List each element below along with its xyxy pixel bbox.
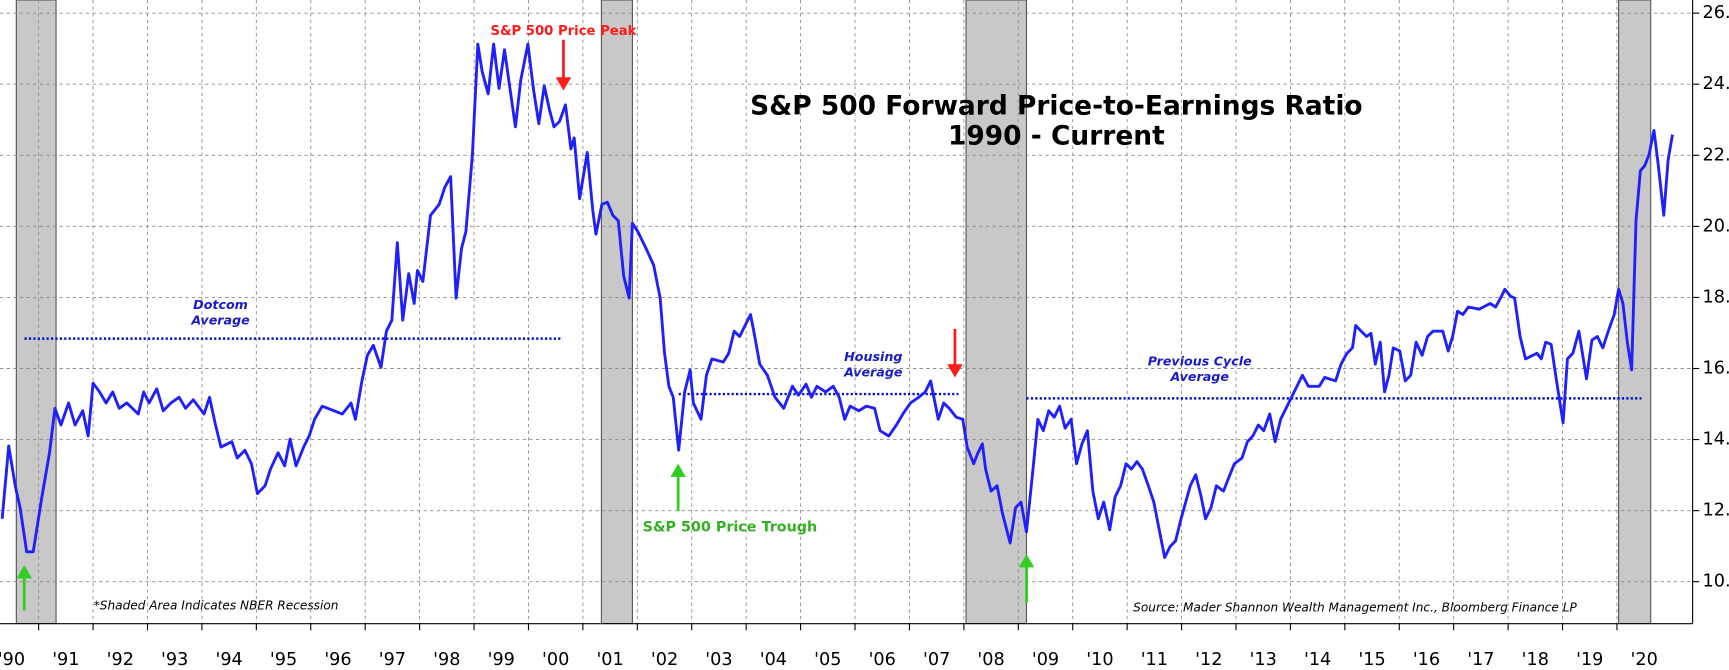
recession-band <box>965 0 1028 624</box>
x-tick-label: '97 <box>379 650 406 670</box>
average-label: Previous Cycle <box>1148 353 1252 368</box>
chart-title: S&P 500 Forward Price-to-Earnings Ratio <box>750 91 1363 122</box>
x-tick-label: '00 <box>542 650 569 670</box>
y-tick-label: 20. <box>1703 216 1729 236</box>
x-tick-label: '01 <box>596 650 623 670</box>
chart-subtitle: 1990 - Current <box>948 120 1165 151</box>
arrows <box>16 39 1035 611</box>
x-tick-label: '99 <box>488 650 515 670</box>
plot-back <box>0 0 1693 624</box>
annotation: S&P 500 Price Peak <box>490 24 637 39</box>
x-tick-label: '18 <box>1522 650 1549 670</box>
x-tick-label: '98 <box>433 650 460 670</box>
x-tick-label: '08 <box>977 650 1004 670</box>
arrow-head <box>670 463 686 477</box>
average-label: Housing <box>844 349 902 364</box>
y-tick-label: 12. <box>1703 501 1729 521</box>
x-tick-label: '12 <box>1195 650 1222 670</box>
average-label: Average <box>190 312 250 327</box>
x-tick-label: '92 <box>107 650 134 670</box>
annotation: *Shaded Area Indicates NBER Recession <box>94 598 339 612</box>
annotation: S&P 500 Price Trough <box>643 520 818 536</box>
x-tick-label: '96 <box>324 650 351 670</box>
x-tick-label: '04 <box>760 650 787 670</box>
x-tick-label: '05 <box>814 650 841 670</box>
arrow-head <box>947 364 963 378</box>
arrow-head <box>555 77 572 91</box>
x-tick-label: '17 <box>1467 650 1494 670</box>
y-tick-label: 24. <box>1703 74 1729 94</box>
y-tick-label: 14. <box>1703 430 1729 450</box>
average-label: Average <box>843 365 903 380</box>
x-tick-label: '03 <box>705 650 732 670</box>
x-tick-label: '06 <box>869 650 896 670</box>
x-tick-label: '16 <box>1413 650 1440 670</box>
recession-band <box>600 0 633 624</box>
x-tick-label: '09 <box>1032 650 1059 670</box>
annotation: Source: Mader Shannon Wealth Management … <box>1133 601 1577 615</box>
x-tick-label: '07 <box>923 650 950 670</box>
average-label: Average <box>1170 369 1230 384</box>
x-tick-label: '11 <box>1141 650 1168 670</box>
pe-line <box>0 42 1674 559</box>
x-tick-label: '19 <box>1576 650 1603 670</box>
x-tick-label: '14 <box>1304 650 1331 670</box>
average-label: Dotcom <box>193 297 248 312</box>
x-tick-label: '13 <box>1250 650 1277 670</box>
y-tick-label: 18. <box>1703 287 1729 307</box>
x-tick-label: '95 <box>270 650 297 670</box>
x-tick-label: '02 <box>651 650 678 670</box>
y-tick-label: 22. <box>1703 145 1729 165</box>
x-tick-label: '93 <box>161 650 188 670</box>
y-tick-label: 16. <box>1703 358 1729 378</box>
arrow-head <box>16 565 32 579</box>
x-tick-label: '20 <box>1631 650 1658 670</box>
x-tick-label: '90 <box>0 650 25 670</box>
y-tick-label: 10. <box>1703 572 1729 592</box>
x-tick-label: '94 <box>215 650 242 670</box>
x-tick-label: '15 <box>1358 650 1385 670</box>
x-tick-label: '91 <box>52 650 79 670</box>
x-tick-label: '10 <box>1086 650 1113 670</box>
plot-front <box>0 42 1674 559</box>
y-tick-label: 26. <box>1703 3 1729 23</box>
arrow-head <box>1018 554 1035 568</box>
